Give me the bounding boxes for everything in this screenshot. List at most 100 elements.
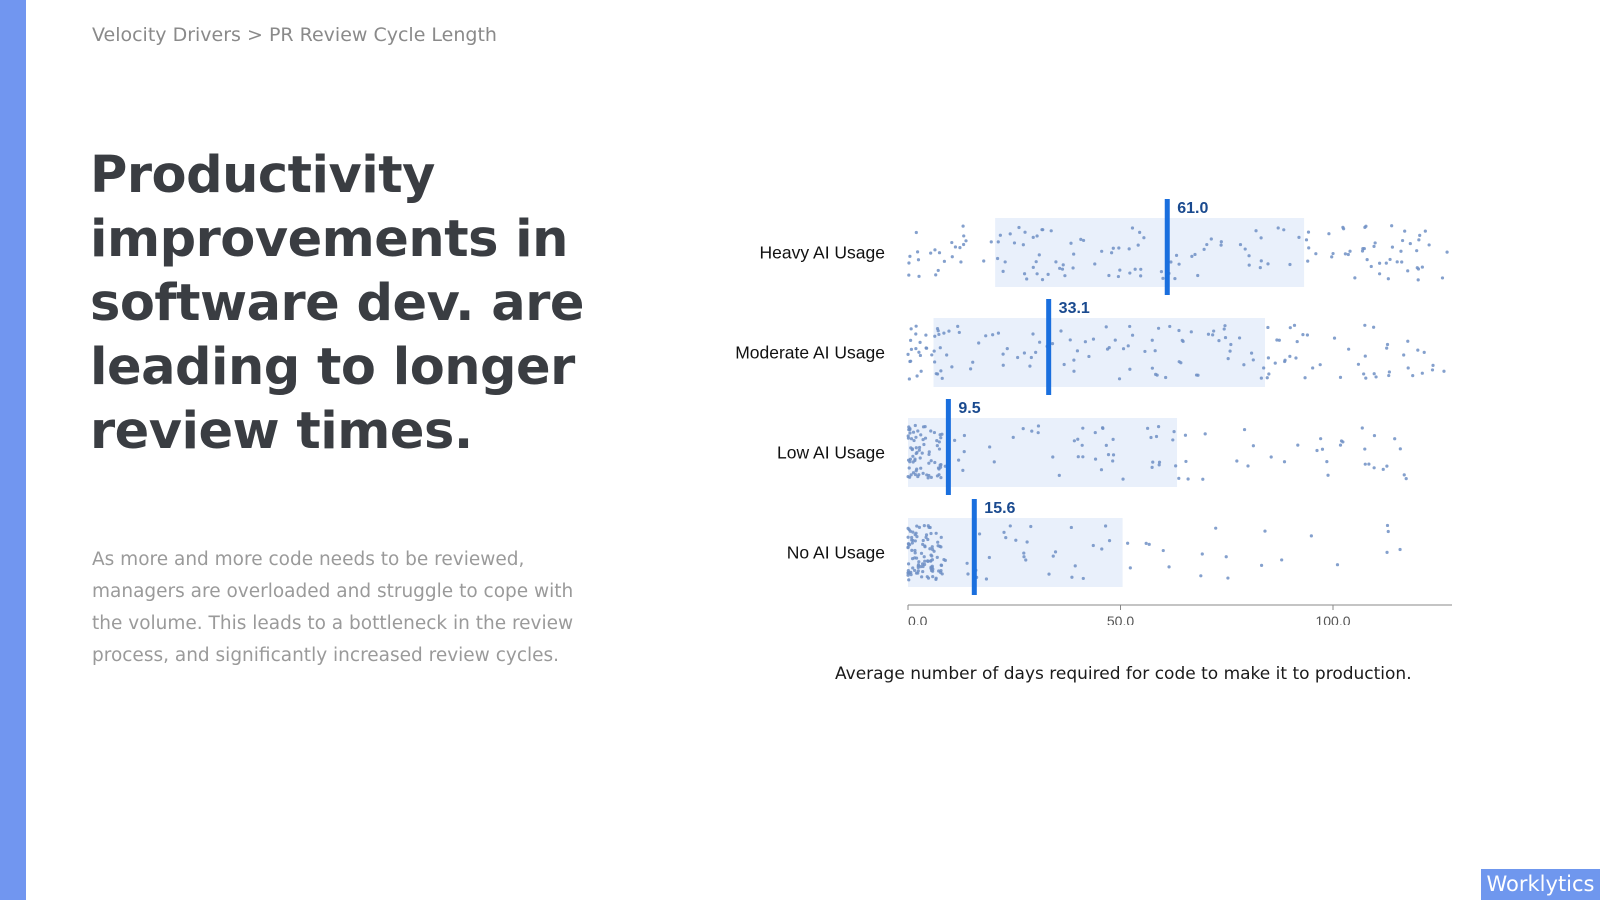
data-point [935,326,940,331]
data-point [1005,347,1009,351]
data-point [1374,375,1378,379]
data-point [1314,252,1318,256]
data-point [913,472,918,477]
data-point [909,327,913,331]
data-point [1259,376,1263,380]
data-point [1404,477,1408,481]
data-point [1058,266,1062,270]
data-point [1259,259,1263,263]
data-point [1411,374,1415,378]
data-point [1190,254,1194,258]
data-point [1219,243,1223,247]
data-point [914,230,918,235]
data-point [1030,429,1034,433]
data-point [914,332,918,336]
data-point [908,460,912,464]
data-point [961,224,965,228]
data-point [957,330,961,335]
data-point [920,562,925,566]
data-point [982,259,986,263]
data-point [1184,459,1188,464]
data-point [1306,230,1311,234]
data-point [1369,264,1373,269]
data-point [929,565,933,569]
data-point [1390,224,1394,228]
median-label: 33.1 [1059,300,1090,317]
data-point [926,524,930,528]
data-point [1247,263,1251,267]
data-point [1147,542,1151,546]
data-point [1242,427,1247,432]
data-point [939,369,943,373]
data-point [939,535,943,539]
data-point [1416,278,1420,282]
data-point [910,548,914,552]
data-point [1075,349,1080,353]
data-point [1440,276,1445,280]
data-point [908,529,912,533]
data-point [918,353,923,358]
data-point [1384,261,1388,265]
data-point [1277,338,1281,342]
data-point [936,466,941,470]
data-point [984,334,988,338]
data-point [1128,324,1132,329]
data-point [919,565,923,569]
data-point [930,545,934,549]
data-point [1072,439,1076,443]
data-point [917,448,921,452]
data-point [907,261,911,265]
data-point [1034,260,1038,264]
data-point [920,451,924,455]
data-point [1420,265,1424,269]
data-point [1385,342,1390,347]
data-point [1307,246,1311,250]
data-point [934,372,938,376]
data-point [1151,460,1155,464]
data-point [1036,431,1040,435]
data-point [939,563,944,567]
x-tick-label: 0.0 [908,613,928,625]
data-point [1072,252,1076,256]
data-point [1138,230,1142,234]
data-point [1203,432,1207,436]
data-point [926,476,930,480]
data-point [1142,236,1146,240]
data-point [917,525,922,529]
data-point [1008,232,1012,236]
data-point [1360,249,1365,253]
data-point [915,250,920,254]
data-point [1386,529,1390,534]
data-point [1196,373,1200,377]
data-point [942,331,946,335]
data-point [1362,372,1366,376]
data-point [1193,252,1197,257]
data-point [1100,547,1104,551]
data-point [911,566,915,570]
data-point [921,569,925,574]
data-point [1061,263,1065,267]
data-point [1046,272,1050,276]
data-point [1423,229,1427,233]
data-point [1276,226,1280,230]
data-point [1292,323,1297,327]
data-point [961,242,966,247]
data-point [1398,447,1402,451]
x-tick-label: 100.0 [1315,613,1350,625]
data-point [909,359,913,363]
data-point [961,468,965,472]
data-point [962,450,966,454]
data-point [921,437,925,442]
data-point [926,559,930,563]
data-point [1372,244,1376,248]
data-point [927,450,931,454]
data-point [1402,353,1406,357]
data-point [914,571,919,575]
data-point [913,423,917,428]
data-point [1200,552,1204,556]
data-point [1072,358,1076,362]
data-point [1157,460,1162,464]
data-point [1311,366,1315,370]
category-label: No AI Usage [787,543,885,563]
data-point [1361,247,1365,251]
